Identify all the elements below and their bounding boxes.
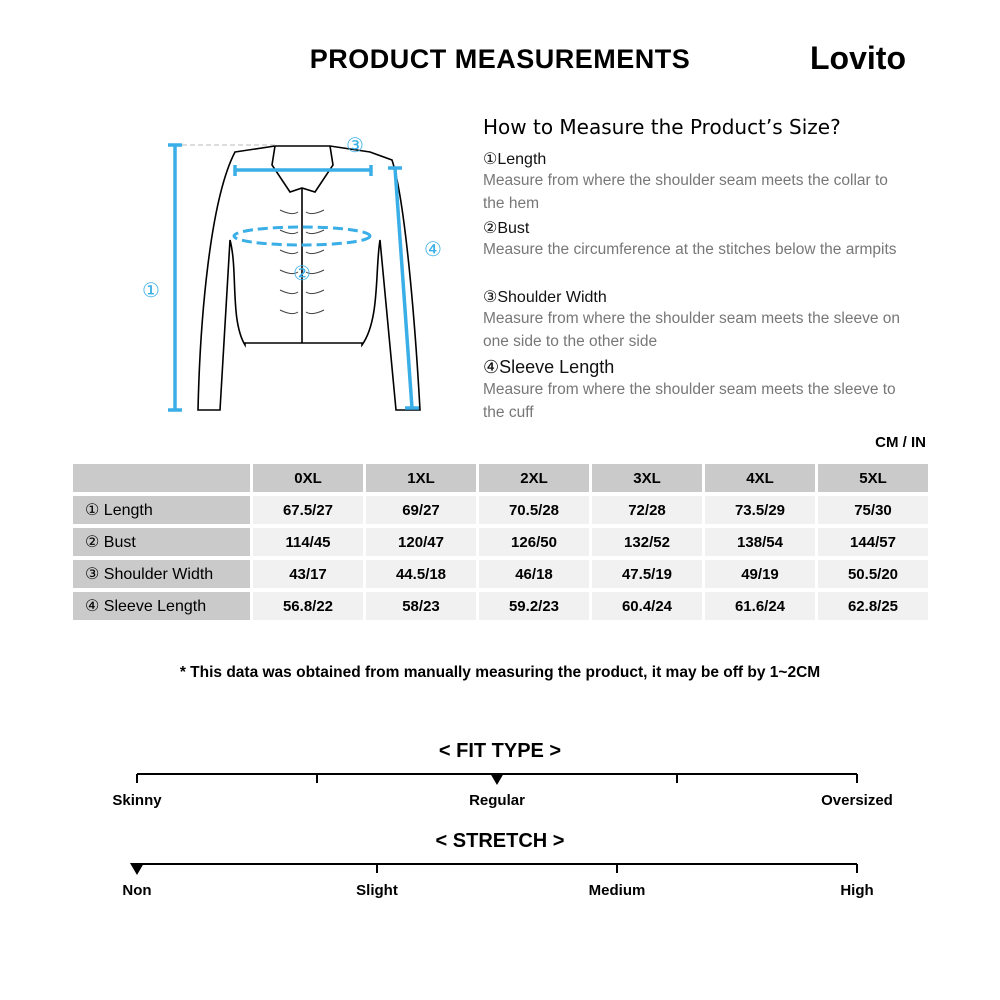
table-cell: 46/18 [479,560,589,588]
guide-item-bust: ②Bust Measure the circumference at the st… [483,220,897,258]
guide-item-shoulder: ③Shoulder Width Measure from where the sh… [483,289,900,350]
table-cell: 132/52 [592,528,702,556]
scale-tick [616,864,618,873]
table-row: ① Length 67.5/27 69/27 70.5/28 72/28 73.5/29 7… [73,496,928,524]
table-cell: 62.8/25 [818,592,928,620]
table-cell: 43/17 [253,560,363,588]
table-cell: 138/54 [705,528,815,556]
stretch-label: Slight [356,882,398,899]
stretch-label: Medium [588,882,646,899]
table-row: ④ Sleeve Length 56.8/22 58/23 59.2/23 60.4/2… [73,592,928,620]
size-table: 0XL 1XL 2XL 3XL 4XL 5XL ① Length 67.5/27 69/27 70… [70,460,931,624]
stretch-selected-marker-icon [130,863,144,875]
fit-type-title: < FIT TYPE > [438,740,562,762]
table-cell: 59.2/23 [479,592,589,620]
table-cell: 144/57 [818,528,928,556]
size-header: 1XL [366,464,476,492]
marker-length: ① [142,278,160,302]
brand-logo: Lovito [810,40,906,76]
fit-selected-marker-icon [490,773,504,785]
size-header: 0XL [253,464,363,492]
table-cell: 120/47 [366,528,476,556]
page-title: PRODUCT MEASUREMENTS [309,44,691,74]
marker-bust: ② [293,261,311,285]
table-cell: 114/45 [253,528,363,556]
scale-tick [376,864,378,873]
table-cell: 47.5/19 [592,560,702,588]
stretch-label: High [840,882,874,899]
table-cell: 69/27 [366,496,476,524]
table-header-row: 0XL 1XL 2XL 3XL 4XL 5XL [73,464,928,492]
table-cell: 50.5/20 [818,560,928,588]
fit-label: Regular [469,792,525,809]
table-cell: 73.5/29 [705,496,815,524]
size-header: 5XL [818,464,928,492]
stretch-scale [137,863,857,865]
table-cell: 56.8/22 [253,592,363,620]
garment-diagram: ① ② ③ ④ [142,133,442,412]
unit-label: CM / IN [875,434,926,451]
table-cell: 49/19 [705,560,815,588]
marker-sleeve: ④ [424,237,442,261]
size-header: 3XL [592,464,702,492]
scale-tick [316,774,318,783]
table-cell: 75/30 [818,496,928,524]
scale-tick [676,774,678,783]
marker-shoulder: ③ [346,133,364,157]
table-cell: 44.5/18 [366,560,476,588]
table-row: ② Bust 114/45 120/47 126/50 132/52 138/54 144/… [73,528,928,556]
guide-heading: How to Measure the Product’s Size? [483,115,841,139]
table-row: ③ Shoulder Width 43/17 44.5/18 46/18 47.5/19… [73,560,928,588]
fit-label: Skinny [112,792,162,809]
row-label: ② Bust [73,528,250,556]
guide-item-sleeve: ④Sleeve Length Measure from where the sho… [483,357,896,421]
scale-tick [136,774,138,783]
fit-label: Oversized [821,792,893,809]
row-label: ③ Shoulder Width [73,560,250,588]
table-cell: 60.4/24 [592,592,702,620]
measurement-note: * This data was obtained from manually m… [179,664,821,681]
scale-tick [856,774,858,783]
row-label: ④ Sleeve Length [73,592,250,620]
table-cell: 61.6/24 [705,592,815,620]
table-cell: 72/28 [592,496,702,524]
row-label: ① Length [73,496,250,524]
table-cell: 70.5/28 [479,496,589,524]
size-header: 4XL [705,464,815,492]
table-cell: 67.5/27 [253,496,363,524]
table-cell: 58/23 [366,592,476,620]
stretch-label: Non [122,882,152,899]
size-header: 2XL [479,464,589,492]
scale-tick [856,864,858,873]
stretch-title: < STRETCH > [435,830,565,852]
table-cell: 126/50 [479,528,589,556]
guide-item-length: ①Length Measure from where the shoulder s… [483,151,888,212]
header-blank [73,464,250,492]
